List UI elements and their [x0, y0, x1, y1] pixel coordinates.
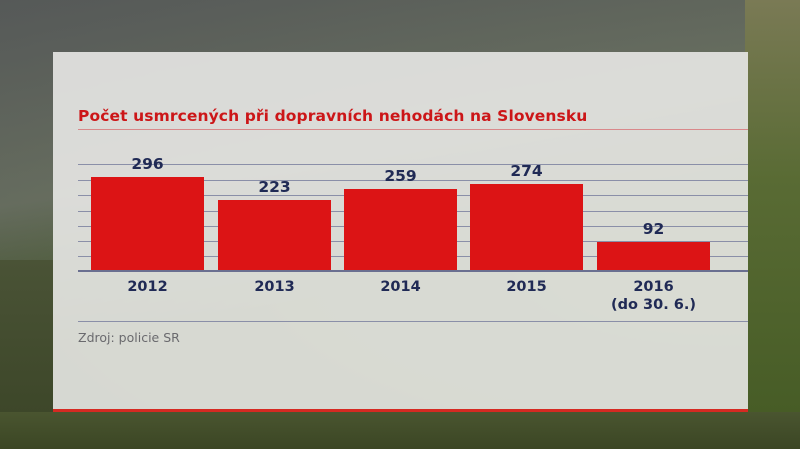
- category-label-2016: 2016 (do 30. 6.): [597, 278, 710, 314]
- category-note: (do 30. 6.): [611, 297, 696, 313]
- bar-value-2013: 223: [258, 178, 291, 196]
- bar-2016: [597, 242, 710, 271]
- footer-divider: [78, 321, 748, 322]
- chart-panel: Počet usmrcených při dopravních nehodách…: [53, 52, 748, 412]
- title-divider: [78, 129, 748, 130]
- chart-title: Počet usmrcených při dopravních nehodách…: [78, 107, 588, 125]
- background-grass-bottom: [0, 412, 800, 449]
- category-label-2013: 2013: [218, 278, 331, 296]
- category-year: 2016: [633, 279, 674, 295]
- category-label-2015: 2015: [470, 278, 583, 296]
- background-grass-right: [745, 0, 800, 449]
- category-year: 2013: [254, 279, 295, 295]
- bar-2012: [91, 177, 204, 271]
- category-label-2012: 2012: [91, 278, 204, 296]
- bar-value-2015: 274: [510, 162, 543, 180]
- gridline: [78, 180, 748, 181]
- bar-value-2016: 92: [642, 220, 665, 238]
- gridline: [78, 164, 748, 165]
- category-year: 2014: [380, 279, 421, 295]
- bar-2014: [344, 189, 457, 271]
- category-label-2014: 2014: [344, 278, 457, 296]
- bar-2015: [470, 184, 583, 271]
- x-axis-baseline: [78, 270, 748, 272]
- category-year: 2012: [127, 279, 168, 295]
- bar-value-2014: 259: [384, 167, 417, 185]
- bar-value-2012: 296: [131, 155, 164, 173]
- source-note: Zdroj: policie SR: [78, 330, 180, 345]
- bar-2013: [218, 200, 331, 271]
- plot-area: [78, 164, 748, 272]
- category-year: 2015: [506, 279, 547, 295]
